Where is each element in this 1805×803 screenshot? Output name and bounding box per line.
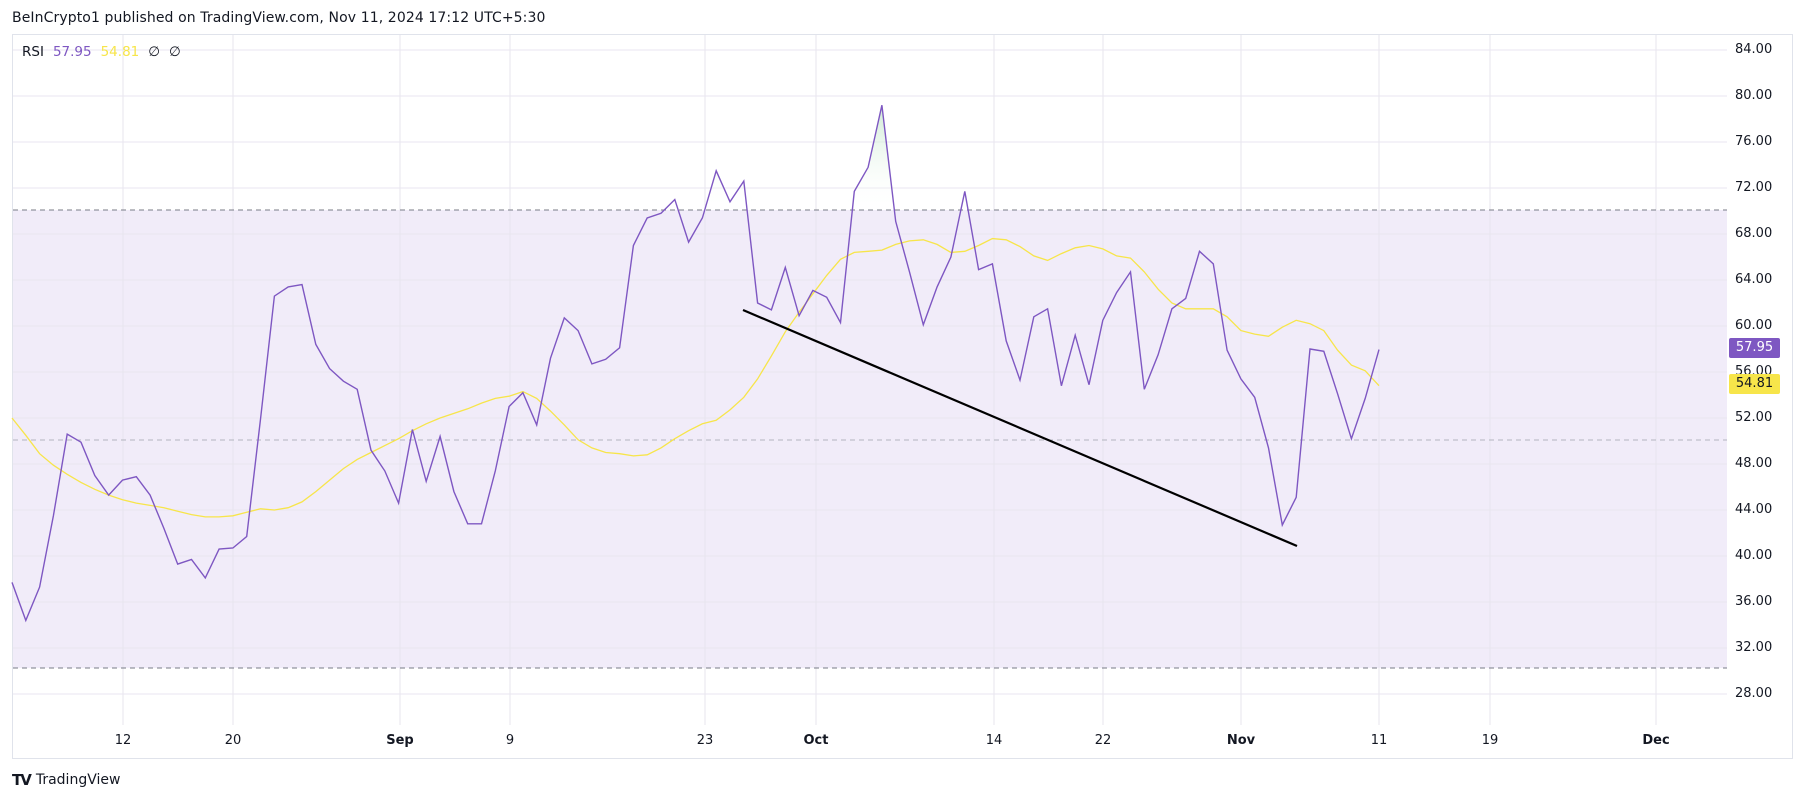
y-axis-tick-label: 52.00 bbox=[1735, 410, 1773, 425]
y-axis-tick-label: 44.00 bbox=[1735, 502, 1773, 517]
y-axis-tick-label: 28.00 bbox=[1735, 686, 1773, 701]
rsi-value: 57.95 bbox=[52, 44, 92, 60]
y-axis-tick-label: 36.00 bbox=[1735, 594, 1773, 609]
rsi-price-tag: 57.95 bbox=[1729, 338, 1780, 358]
x-axis-tick-label: 9 bbox=[505, 733, 515, 748]
x-axis-tick-label: 19 bbox=[1481, 733, 1499, 748]
horizontal-grid bbox=[13, 49, 1727, 695]
rsi-line[interactable] bbox=[11, 105, 1380, 623]
chart-frame bbox=[12, 34, 1793, 759]
rsi-ma-line[interactable] bbox=[11, 237, 1380, 518]
x-axis-tick-label: 14 bbox=[985, 733, 1003, 748]
y-axis-tick-label: 68.00 bbox=[1735, 226, 1773, 241]
x-axis-tick-label: 11 bbox=[1370, 733, 1388, 748]
vertical-grid bbox=[122, 35, 1657, 725]
tradingview-brand: TradingView bbox=[35, 772, 121, 788]
publisher-caption: BeInCrypto1 published on TradingView.com… bbox=[12, 10, 546, 26]
trendline-drawing[interactable] bbox=[742, 308, 1298, 548]
y-axis-tick-label: 80.00 bbox=[1735, 88, 1773, 103]
na-value-1: ∅ bbox=[148, 44, 161, 60]
y-axis-tick-label: 32.00 bbox=[1735, 640, 1773, 655]
x-axis-tick-label: Dec bbox=[1642, 733, 1670, 748]
y-axis-tick-label: 60.00 bbox=[1735, 318, 1773, 333]
indicator-legend[interactable]: RSI 57.95 54.81 ∅ ∅ bbox=[22, 44, 181, 60]
y-axis-tick-label: 72.00 bbox=[1735, 180, 1773, 195]
x-axis-tick-label: 23 bbox=[696, 733, 714, 748]
overbought-fill bbox=[12, 105, 1379, 211]
x-axis-tick-label: 22 bbox=[1094, 733, 1112, 748]
x-axis-tick-label: Nov bbox=[1226, 733, 1256, 748]
x-axis-tick-label: 20 bbox=[224, 733, 242, 748]
y-axis-tick-label: 40.00 bbox=[1735, 548, 1773, 563]
na-value-2: ∅ bbox=[169, 44, 181, 60]
indicator-name: RSI bbox=[22, 44, 44, 60]
x-axis-tick-label: 12 bbox=[114, 733, 132, 748]
y-axis-tick-label: 76.00 bbox=[1735, 134, 1773, 149]
y-axis-tick-label: 84.00 bbox=[1735, 42, 1773, 57]
y-axis-tick-label: 48.00 bbox=[1735, 456, 1773, 471]
tradingview-logo-icon: TV bbox=[12, 771, 32, 789]
rsi-ma-price-tag: 54.81 bbox=[1729, 374, 1780, 394]
rsi-band-fill bbox=[13, 210, 1727, 668]
y-axis-tick-label: 64.00 bbox=[1735, 272, 1773, 287]
tradingview-footer[interactable]: TV TradingView bbox=[12, 771, 120, 789]
x-axis-tick-label: Oct bbox=[803, 733, 829, 748]
rsi-ma-value: 54.81 bbox=[100, 44, 140, 60]
x-axis-tick-label: Sep bbox=[386, 733, 414, 748]
